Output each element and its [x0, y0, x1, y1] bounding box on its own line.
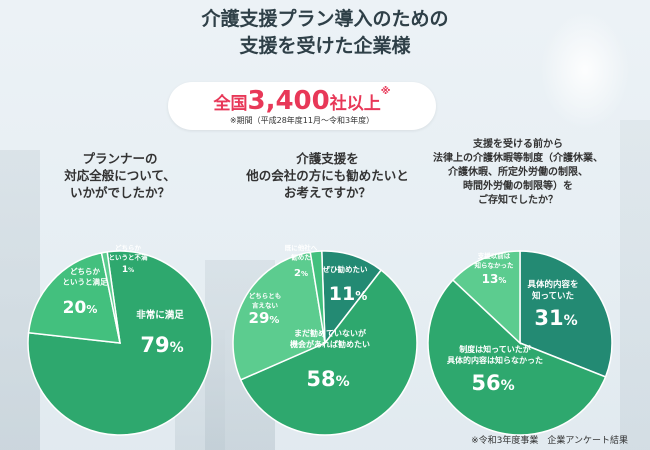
slice-value-recommend-neutral: 29% [249, 309, 280, 327]
question-1-line-3: いかがでしたか？ [69, 185, 170, 200]
slice-value-satisfied-somewhat: 20% [63, 298, 98, 318]
slice-value-recommend-already: 2% [294, 268, 308, 279]
pie-slice-did-not-know [451, 250, 521, 345]
slice-value-recommend-definitely: 11% [329, 283, 367, 305]
pie-slice-recommend-if-chance [239, 269, 418, 436]
building-left [0, 150, 40, 450]
slice-label-knew-details: 具体的内容を [526, 279, 578, 290]
pie-slice-dissatisfied-somewhat [100, 251, 121, 344]
slice-value-did-not-know: 13% [482, 272, 507, 286]
slice-value-knew-details: 31% [534, 306, 577, 330]
question-2-line-3: お考えですか？ [283, 185, 372, 200]
pie-slice-satisfied-somewhat [27, 251, 121, 344]
slice-label-knew-system-only: 制度は知っていたが [459, 344, 532, 354]
slice-label-knew-details: 知っていた [532, 291, 574, 302]
slice-value-knew-system-only: 56% [471, 371, 514, 395]
question-2: 介護支援を 他の会社の方にも勧めたいと お考えですか？ [240, 150, 415, 201]
slice-label-recommend-already: 勧めた [290, 253, 311, 262]
slice-value-satisfied-very: 79% [140, 333, 183, 357]
page-title: 介護支援プラン導入のための 支援を受けた企業様 [0, 6, 650, 60]
headline-badge: 全国3,400社以上※ ※期間（平成28年度11月～令和3年度） [168, 82, 436, 130]
slice-label-dissatisfied-somewhat: どちらか [115, 243, 142, 252]
question-3-line-4: 時間外労働の制限等）を [463, 181, 573, 192]
pie-slice-recommend-already [309, 250, 326, 344]
question-1-line-1: プランナーの [82, 151, 158, 166]
title-line-2: 支援を受けた企業様 [239, 35, 411, 57]
pie-slice-knew-details [519, 250, 613, 378]
question-1: プランナーの 対応全般について、 いかがでしたか？ [55, 150, 185, 201]
question-3-line-5: ご存知でしたか？ [478, 195, 558, 206]
slice-label-did-not-know: 支援以前は [477, 251, 511, 260]
slice-label-satisfied-somewhat: どちらか [70, 266, 100, 276]
slice-label-recommend-definitely: ぜひ勧めたい [323, 264, 368, 274]
slice-label-did-not-know: 知らなかった [475, 261, 515, 270]
question-3-line-1: 支援を受ける前から [473, 139, 563, 150]
question-3-line-3: 介護休暇、所定外労働の制限、 [448, 167, 588, 178]
slice-label-satisfied-somewhat: というと満足 [63, 277, 108, 287]
title-line-1: 介護支援プラン導入のための [201, 8, 449, 30]
slice-label-knew-system-only: 具体的内容は知らなかった [447, 355, 543, 365]
slice-label-recommend-neutral: 言えない [252, 301, 279, 310]
headline-suffix: 社以上 [329, 94, 381, 114]
slice-value-dissatisfied-somewhat: 1% [122, 265, 134, 275]
pie-slice-recommend-neutral [232, 251, 326, 381]
building-right [620, 120, 650, 450]
slice-label-recommend-already: 既に他社へ [285, 243, 318, 252]
headline-count: 全国3,400社以上※ [168, 86, 436, 116]
slice-label-recommend-if-chance: まだ勧めていないが [294, 328, 367, 338]
headline-prefix: 全国 [213, 94, 248, 114]
slice-label-satisfied-very: 非常に満足 [136, 309, 184, 321]
japan-map-image [540, 10, 630, 130]
question-2-line-2: 他の会社の方にも勧めたいと [246, 168, 409, 183]
headline-period: ※期間（平成28年度11月～令和3年度） [229, 116, 375, 125]
pie-slice-knew-system-only [427, 278, 607, 436]
slice-label-recommend-neutral: どちらとも [249, 291, 282, 300]
question-1-line-2: 対応全般について、 [64, 168, 176, 183]
footnote: ※令和3年度事業 企業アンケート結果 [471, 436, 628, 446]
question-3: 支援を受ける前から 法律上の介護休暇等制度（介護休業、 介護休暇、所定外労働の制… [418, 138, 618, 208]
headline-number: 3,400 [247, 86, 330, 116]
headline-mark: ※ [380, 86, 391, 97]
slice-value-recommend-if-chance: 58% [306, 367, 349, 391]
slice-label-dissatisfied-somewhat: というと不満 [109, 253, 149, 262]
question-3-line-2: 法律上の介護休暇等制度（介護休業、 [433, 153, 603, 164]
slice-label-recommend-if-chance: 機会があれば勧めたい [290, 339, 370, 349]
question-2-line-1: 介護支援を [296, 151, 359, 166]
